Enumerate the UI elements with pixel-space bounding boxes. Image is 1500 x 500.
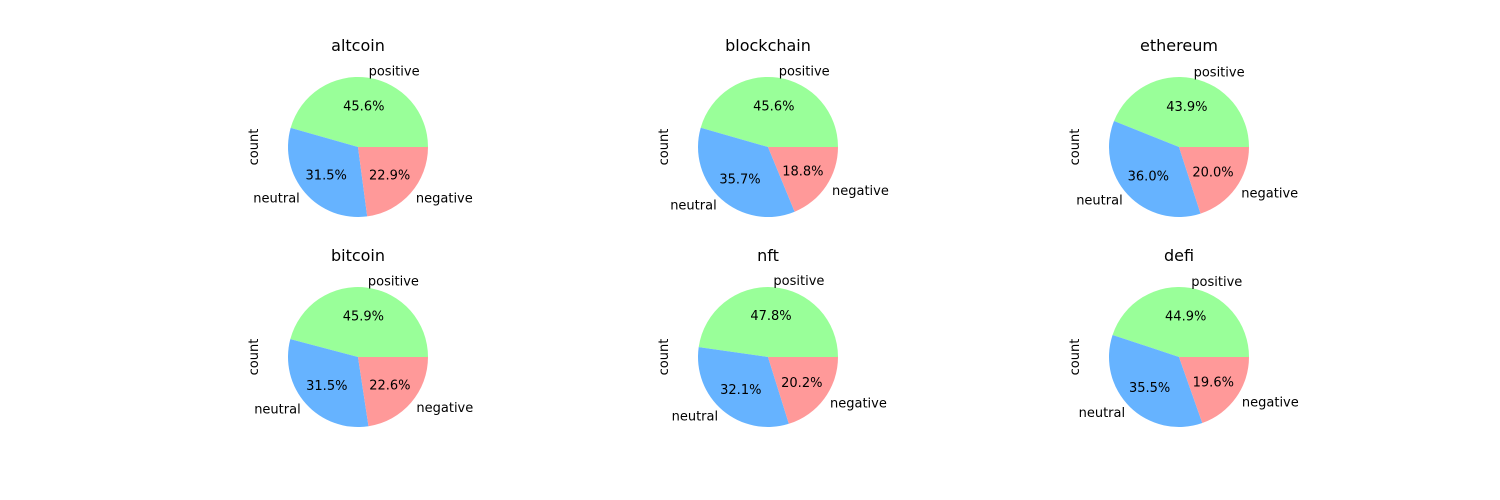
slice-category-label: negative <box>416 401 473 416</box>
y-axis-label: count <box>247 339 262 376</box>
slice-percent-label: 20.2% <box>781 376 822 391</box>
pie-slice-neutral <box>1108 334 1203 428</box>
slice-category-label: negative <box>416 192 473 207</box>
slice-category-label: positive <box>1191 275 1242 290</box>
pie-slice-positive <box>698 287 838 357</box>
pie-chart-nft: nft count 47.8% positive 32.1%neutral 20.2% ne… <box>657 246 887 427</box>
slice-percent-label: 45.9% <box>343 309 384 324</box>
pie-slice-negative <box>1179 357 1249 424</box>
slice-category-label: negative <box>1242 396 1299 411</box>
slice-category-label: positive <box>368 275 419 290</box>
pie-slice-positive <box>1114 77 1249 147</box>
chart-title: nft <box>757 246 779 265</box>
slice-percent-label: 43.9% <box>1166 100 1207 115</box>
y-axis-label: count <box>247 129 262 166</box>
chart-title: bitcoin <box>331 246 385 265</box>
slice-percent-label: 45.6% <box>753 99 794 114</box>
chart-title: blockchain <box>725 36 811 55</box>
slice-category-label: neutral <box>1079 406 1126 421</box>
y-axis-label: count <box>657 339 672 376</box>
slice-category-label: neutral <box>670 198 717 213</box>
y-axis-label: count <box>1068 339 1083 376</box>
slice-category-label: neutral <box>672 410 719 425</box>
slice-percent-label: 35.5% <box>1129 381 1170 396</box>
pie-chart-altcoin: altcoin count 45.6% positive 31.5% neutral 22.… <box>247 36 473 217</box>
y-axis-label: count <box>1068 129 1083 166</box>
chart-title: ethereum <box>1140 36 1218 55</box>
slice-category-label: neutral <box>254 403 301 418</box>
y-axis-label: count <box>657 129 672 166</box>
pie-chart-blockchain: blockchain count 45.6% positive 35.7%neutral… <box>657 36 889 217</box>
slice-category-label: neutral <box>1076 194 1123 209</box>
slice-percent-label: 22.9% <box>369 169 410 184</box>
slice-percent-label: 44.9% <box>1165 310 1206 325</box>
slice-category-label: positive <box>369 65 420 80</box>
pie-slice-neutral <box>287 339 369 428</box>
pie-chart-defi: defi count 44.9% positive 35.5%neutral 19.6% n… <box>1068 246 1299 428</box>
pie-slice-negative <box>768 147 838 212</box>
pie-slice-neutral <box>697 127 795 217</box>
pie-slice-positive <box>290 287 428 357</box>
pie-slice-negative <box>768 357 838 424</box>
slice-percent-label: 20.0% <box>1192 166 1233 181</box>
slice-category-label: negative <box>832 184 889 199</box>
slice-category-label: negative <box>830 397 887 412</box>
slice-percent-label: 32.1% <box>720 383 761 398</box>
slice-percent-label: 35.7% <box>719 172 760 187</box>
chart-title: defi <box>1164 246 1194 265</box>
slice-percent-label: 22.6% <box>369 378 410 393</box>
slice-percent-label: 31.5% <box>306 379 347 394</box>
pie-slice-positive <box>290 77 428 147</box>
slice-category-label: neutral <box>253 191 300 206</box>
slice-percent-label: 18.8% <box>782 164 823 179</box>
pie-chart-bitcoin: bitcoin count 45.9% positive 31.5% neutral 22.… <box>247 246 473 428</box>
pie-slice-negative <box>1179 147 1249 214</box>
pie-slice-neutral <box>1109 121 1201 217</box>
chart-title: altcoin <box>331 36 385 55</box>
slice-percent-label: 47.8% <box>750 309 791 324</box>
pie-chart-ethereum: ethereum count 43.9% positive 36.0% neutral 20… <box>1068 36 1298 217</box>
pie-slice-negative <box>358 357 428 427</box>
slice-category-label: positive <box>1194 65 1245 80</box>
slice-category-label: positive <box>773 274 824 289</box>
slice-percent-label: 31.5% <box>306 169 347 184</box>
pie-slice-neutral <box>698 347 789 427</box>
pie-slice-negative <box>358 147 428 217</box>
slice-category-label: positive <box>779 65 830 80</box>
pie-slice-neutral <box>288 127 368 217</box>
pie-slice-positive <box>700 76 838 147</box>
slice-percent-label: 36.0% <box>1128 170 1169 185</box>
slice-category-label: negative <box>1241 186 1298 201</box>
slice-percent-label: 45.6% <box>343 99 384 114</box>
pie-slice-positive <box>1112 286 1249 357</box>
slice-percent-label: 19.6% <box>1193 375 1234 390</box>
